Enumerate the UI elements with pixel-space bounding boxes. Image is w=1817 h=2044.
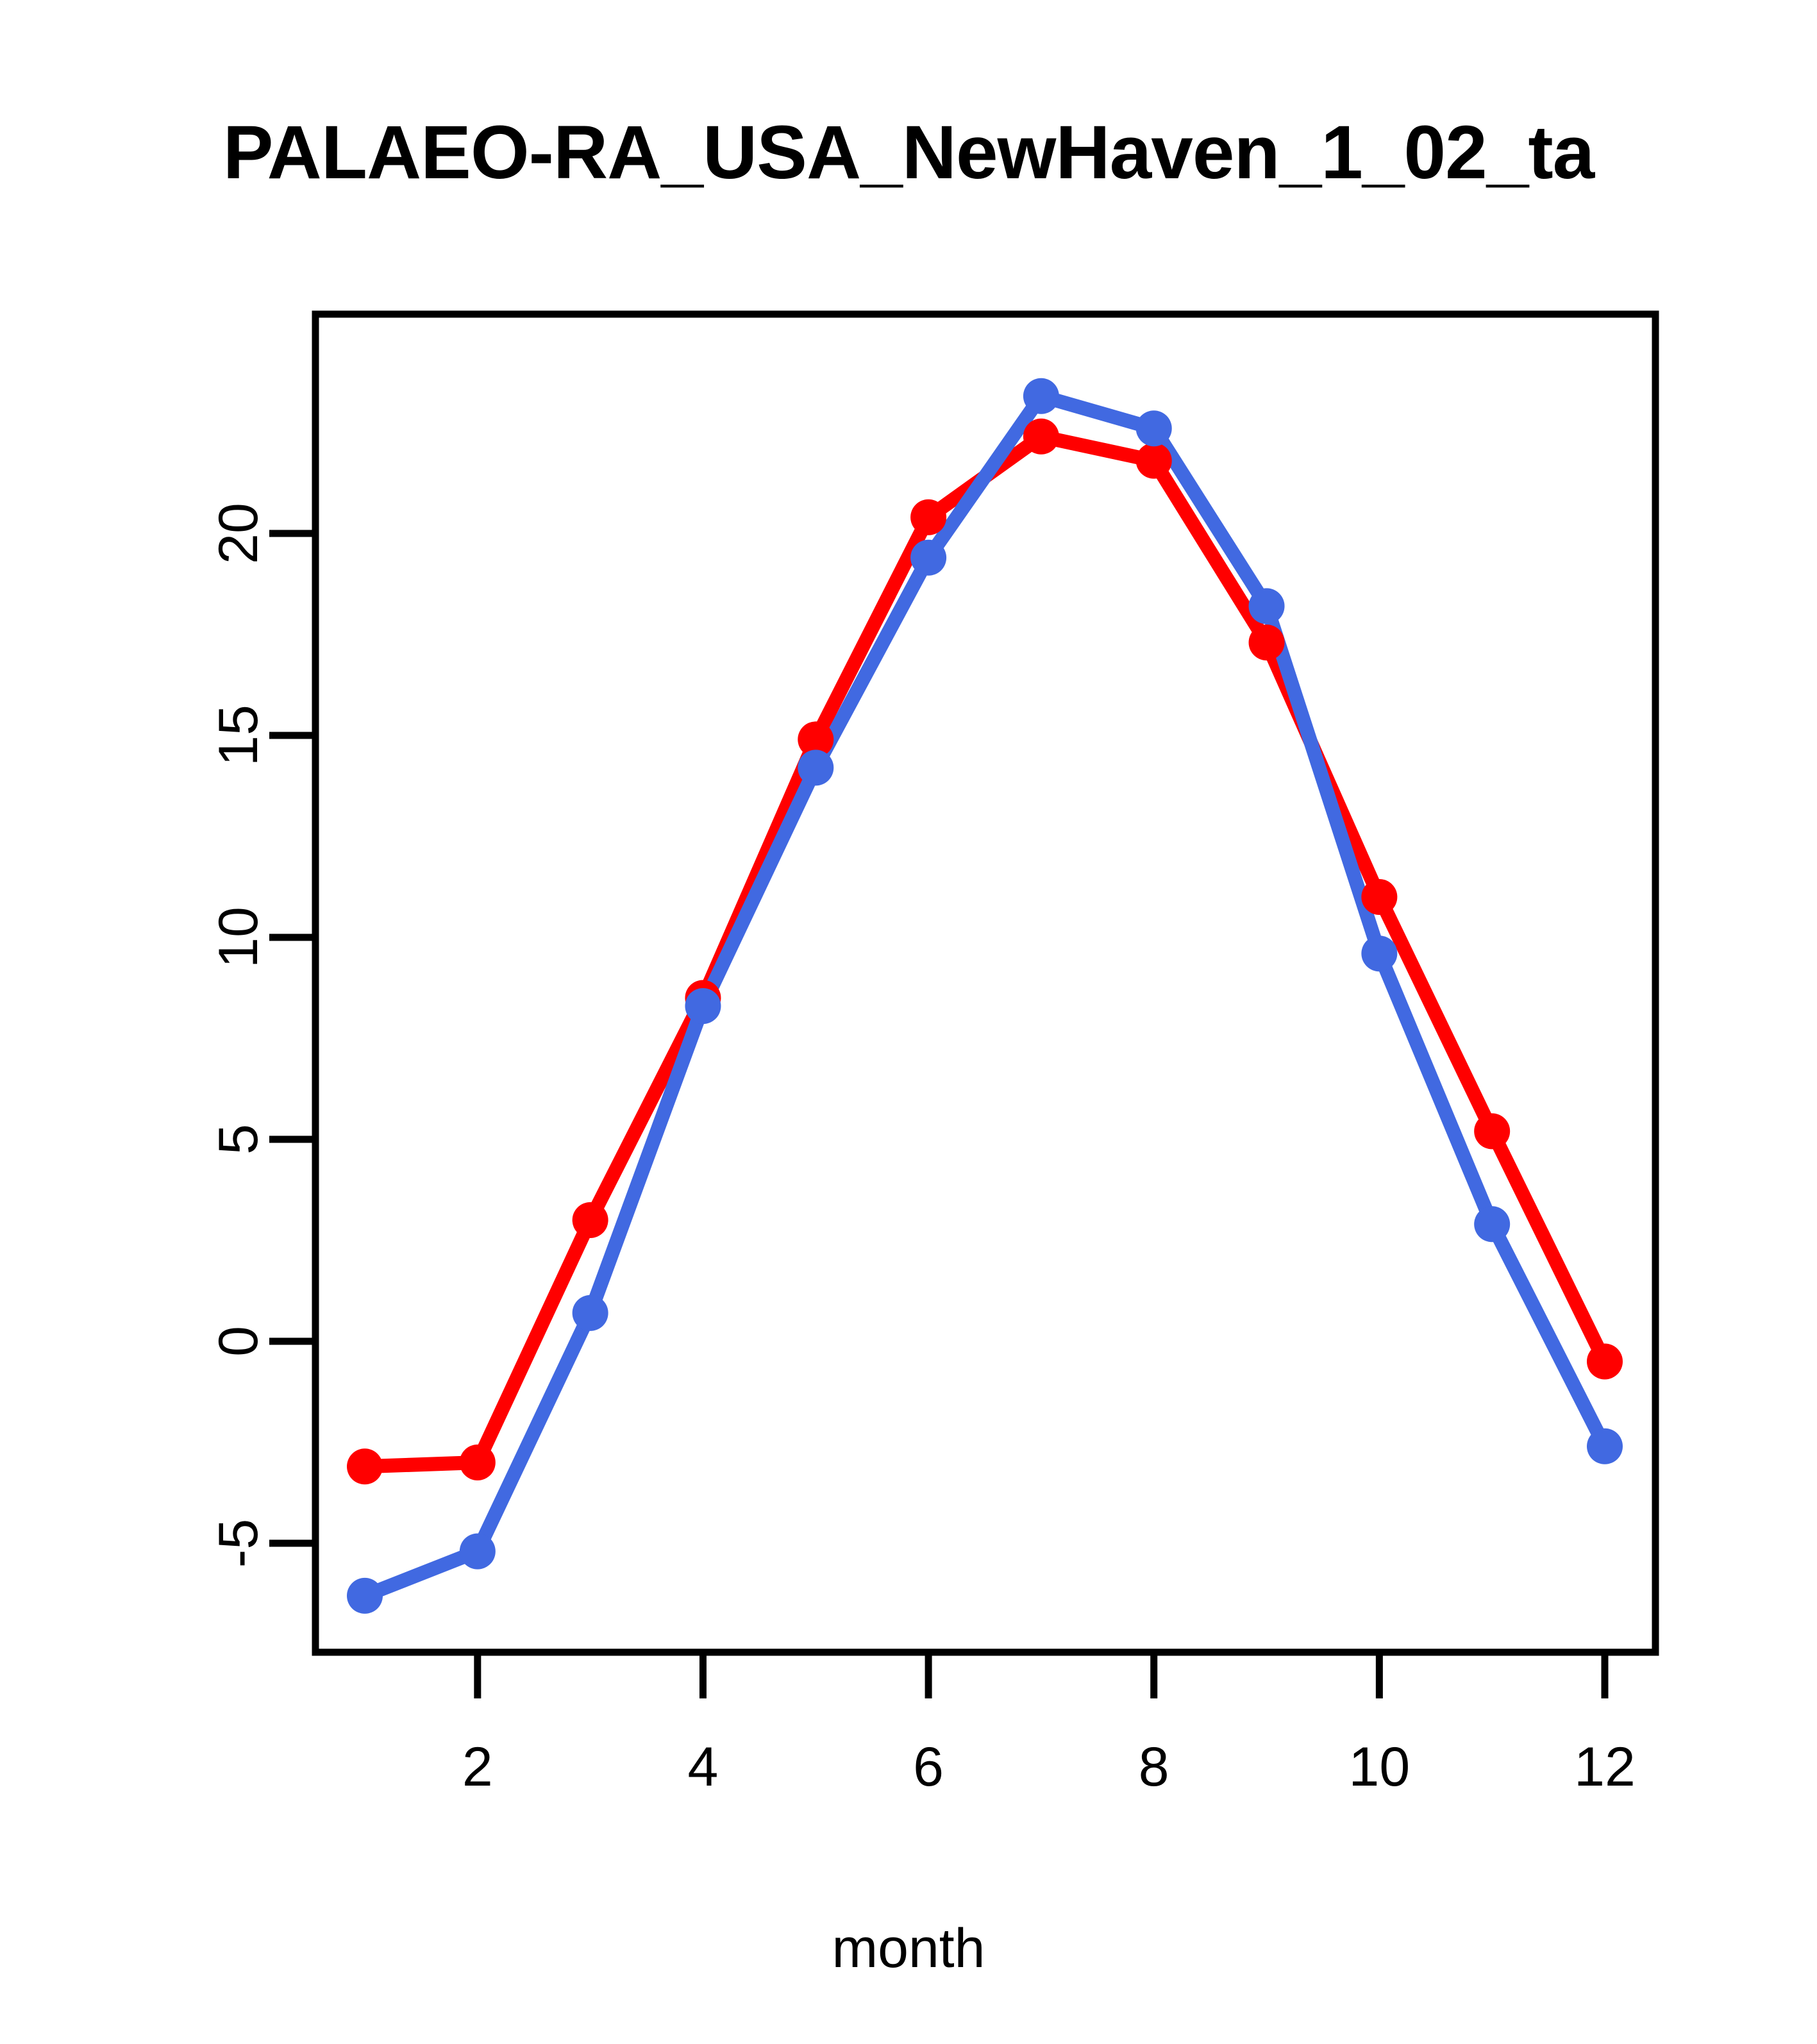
y-tick-label: 5 (208, 1124, 269, 1155)
x-tick-label: 12 (1574, 1736, 1636, 1798)
data-point-blue-series (572, 1294, 608, 1331)
x-axis-title: month (832, 1918, 985, 1979)
data-point-blue-series (685, 988, 721, 1025)
series-points (347, 378, 1623, 1614)
plot-border (312, 310, 1659, 1656)
x-tick-label: 6 (913, 1736, 944, 1798)
data-point-blue-series (910, 539, 947, 576)
data-point-red-series (910, 499, 947, 535)
x-tick-label: 10 (1348, 1736, 1411, 1798)
y-tick-label: -5 (208, 1518, 269, 1568)
x-tick-label: 8 (1138, 1736, 1169, 1798)
series-line-blue-series (358, 389, 1612, 1603)
x-tick-label: 2 (462, 1736, 493, 1798)
data-point-red-series (1135, 442, 1172, 479)
data-point-red-series (1474, 1113, 1511, 1150)
data-point-blue-series (798, 750, 834, 786)
axis-box (312, 310, 1659, 1656)
tick-marks (269, 530, 1609, 1698)
data-point-red-series (1587, 1343, 1623, 1380)
data-point-blue-series (1361, 935, 1398, 972)
y-tick-label: 15 (208, 705, 269, 766)
data-point-blue-series (1587, 1428, 1623, 1464)
series-line-red-series (358, 429, 1612, 1474)
data-point-red-series (347, 1448, 383, 1485)
y-tick-label: 20 (208, 503, 269, 564)
series-lines (358, 389, 1612, 1603)
y-tick-label: 10 (208, 907, 269, 968)
data-point-blue-series (1474, 1206, 1511, 1243)
data-point-red-series (572, 1202, 608, 1238)
data-point-blue-series (1248, 588, 1285, 624)
data-point-blue-series (1135, 410, 1172, 447)
x-tick-label: 4 (687, 1736, 719, 1798)
data-point-red-series (1023, 418, 1059, 455)
data-point-red-series (459, 1445, 496, 1480)
data-point-blue-series (1023, 378, 1059, 414)
data-point-red-series (1361, 879, 1398, 915)
data-point-red-series (1248, 624, 1285, 661)
data-point-blue-series (459, 1533, 496, 1570)
page-title: PALAEO-RA_USA_NewHaven_1_02_ta (222, 110, 1595, 195)
data-point-blue-series (347, 1577, 383, 1614)
data-point-red-series (798, 721, 834, 758)
y-tick-label: 0 (208, 1326, 269, 1357)
